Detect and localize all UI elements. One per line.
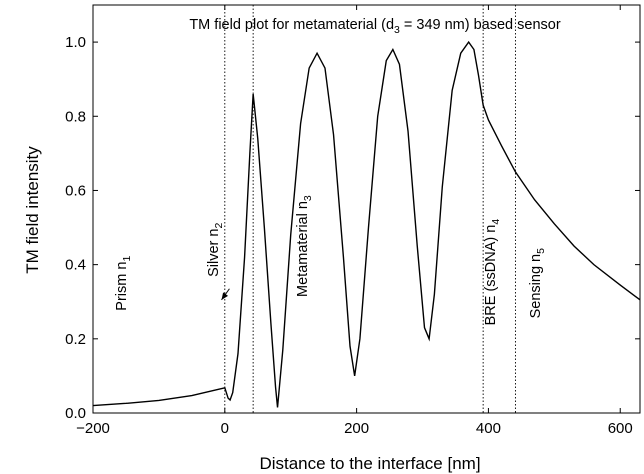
region-label: BRE (ssDNA) n4 [483, 219, 502, 326]
tm-field-curve [92, 40, 641, 408]
region-label: Prism n1 [114, 256, 133, 311]
y-tick-label: 0.4 [65, 257, 86, 274]
silver-arrowhead [221, 292, 229, 300]
region-label: Sensing n5 [528, 248, 547, 319]
x-tick-label: 0 [221, 420, 229, 437]
region-labels: Prism n1 Silver n2 Metamaterial n3 BRE (ssD… [114, 195, 547, 325]
y-tick-label: 0.8 [65, 108, 86, 125]
x-axis-title: Distance to the interface [nm] [259, 454, 480, 473]
region-label: Silver n2 [206, 223, 225, 277]
y-axis-title: TM field intensity [23, 146, 42, 274]
x-tick-label: 600 [608, 420, 633, 437]
x-axis-ticks: −200 0 200 400 600 [76, 5, 633, 437]
chart-title: TM field plot for metamaterial (d3 = 349… [189, 17, 561, 36]
y-tick-label: 0.2 [65, 331, 86, 348]
plot-frame [92, 4, 641, 414]
layer-boundaries [224, 5, 516, 413]
y-tick-label: 1.0 [65, 34, 86, 51]
x-tick-label: 400 [476, 420, 501, 437]
y-tick-label: 0.6 [65, 182, 86, 199]
x-tick-label: 200 [344, 420, 369, 437]
x-tick-label: −200 [76, 420, 110, 437]
y-axis-ticks: 0.0 0.2 0.4 0.6 0.8 1.0 [65, 34, 640, 422]
region-label: Metamaterial n3 [295, 195, 314, 297]
y-tick-label: 0.0 [65, 405, 86, 422]
